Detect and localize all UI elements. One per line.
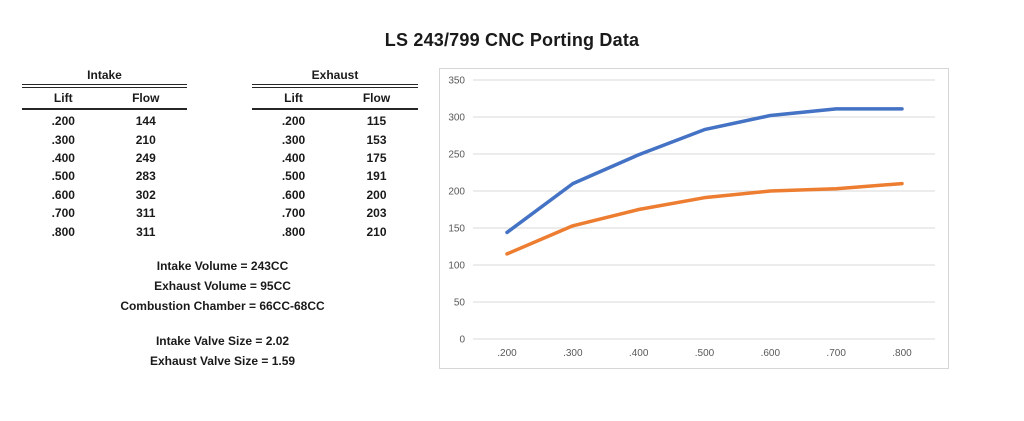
valve-size-stats: Intake Valve Size = 2.02 Exhaust Valve S…: [55, 331, 390, 371]
flow-cell: 115: [366, 114, 387, 129]
intake-table: Intake Lift Flow .200 144 .300 210 .400 …: [22, 68, 187, 241]
intake-table-header: Lift Flow: [22, 88, 187, 110]
exhaust-table: Exhaust Lift Flow .200 115 .300 153 .400…: [252, 68, 418, 241]
flow-cell: 153: [366, 132, 387, 147]
stat-line: Combustion Chamber = 66CC-68CC: [120, 299, 325, 313]
x-axis-tick-label: .200: [497, 348, 517, 359]
lift-cell: .300: [51, 132, 75, 147]
flow-cell: 210: [135, 132, 156, 147]
exhaust-table-caption: Exhaust: [252, 68, 418, 88]
flow-cell: 302: [135, 187, 156, 202]
engine-stats: Intake Volume = 243CC Exhaust Volume = 9…: [55, 256, 390, 371]
intake-flow-column-header: Flow: [132, 91, 160, 105]
table-row: .400 175: [252, 149, 418, 167]
table-row: .600 200: [252, 186, 418, 204]
flow-cell: 203: [366, 206, 387, 221]
flow-chart: 0 50 100 150 200 250 300 350 .200 .300 .400 .500 .60…: [439, 68, 949, 369]
flow-cell: 191: [366, 169, 387, 184]
x-axis-tick-label: .600: [761, 348, 781, 359]
intake-lift-column-header: Lift: [53, 91, 73, 105]
lift-cell: .600: [281, 187, 306, 202]
x-axis-tick-label: .300: [563, 348, 583, 359]
table-row: .500 191: [252, 167, 418, 185]
exhaust-flow-line: [505, 181, 904, 256]
flow-chart-svg: 0 50 100 150 200 250 300 350 .200 .300 .400 .500 .60…: [448, 76, 935, 359]
y-axis-tick-label: 50: [454, 298, 466, 309]
lift-cell: .800: [281, 224, 306, 239]
y-axis-tick-label: 100: [448, 261, 465, 272]
exhaust-lift-column-header: Lift: [284, 91, 303, 105]
y-axis-tick-label: 300: [448, 113, 465, 124]
table-row: .300 153: [252, 130, 418, 148]
exhaust-table-body: .200 115 .300 153 .400 175 .500 191: [252, 110, 418, 241]
table-row: .600 302: [22, 186, 187, 204]
table-row: .200 115: [252, 112, 418, 130]
y-axis-tick-label: 250: [448, 150, 465, 161]
flow-cell: 249: [135, 150, 156, 165]
x-axis-tick-label: .700: [826, 348, 846, 359]
lift-cell: .400: [281, 150, 306, 165]
flow-cell: 200: [366, 187, 387, 202]
table-row: .800 210: [252, 222, 418, 240]
intake-table-body: .200 144 .300 210 .400 249 .500 283: [22, 110, 187, 241]
table-row: .500 283: [22, 167, 187, 185]
y-axis-tick-label: 0: [459, 335, 465, 346]
intake-flow-line: [505, 107, 904, 235]
lift-cell: .500: [51, 169, 75, 184]
lift-cell: .200: [51, 114, 75, 129]
table-row: .800 311: [22, 222, 187, 240]
x-axis-tick-label: .500: [695, 348, 715, 359]
y-axis-tick-label: 350: [448, 76, 465, 87]
lift-cell: .400: [51, 150, 75, 165]
lift-cell: .500: [281, 169, 306, 184]
exhaust-table-header: Lift Flow: [252, 88, 418, 110]
flow-cell: 175: [366, 150, 387, 165]
lift-cell: .600: [51, 187, 75, 202]
table-row: .700 203: [252, 204, 418, 222]
intake-table-caption: Intake: [22, 68, 187, 88]
lift-cell: .700: [281, 206, 306, 221]
lift-cell: .200: [281, 114, 306, 129]
lift-cell: .300: [281, 132, 306, 147]
stat-line: Exhaust Valve Size = 1.59: [149, 354, 296, 368]
page-title: LS 243/799 CNC Porting Data: [384, 30, 640, 50]
table-row: .200 144: [22, 112, 187, 130]
exhaust-flow-column-header: Flow: [362, 91, 391, 105]
table-row: .700 311: [22, 204, 187, 222]
flow-cell: 144: [135, 114, 156, 129]
stat-line: Intake Volume = 243CC: [156, 259, 289, 273]
flow-cell: 311: [136, 224, 156, 239]
volume-stats: Intake Volume = 243CC Exhaust Volume = 9…: [55, 256, 390, 316]
flow-cell: 283: [135, 169, 156, 184]
stat-line: Exhaust Volume = 95CC: [154, 279, 291, 293]
x-axis-tick-label: .400: [629, 348, 649, 359]
flow-cell: 311: [136, 206, 156, 221]
flow-cell: 210: [366, 224, 387, 239]
x-axis-tick-label: .800: [892, 348, 912, 359]
table-row: .300 210: [22, 130, 187, 148]
stat-line: Intake Valve Size = 2.02: [155, 334, 290, 348]
lift-cell: .800: [51, 224, 75, 239]
y-axis-tick-label: 200: [448, 187, 465, 198]
table-row: .400 249: [22, 149, 187, 167]
y-axis-tick-label: 150: [448, 224, 465, 235]
lift-cell: .700: [51, 206, 75, 221]
